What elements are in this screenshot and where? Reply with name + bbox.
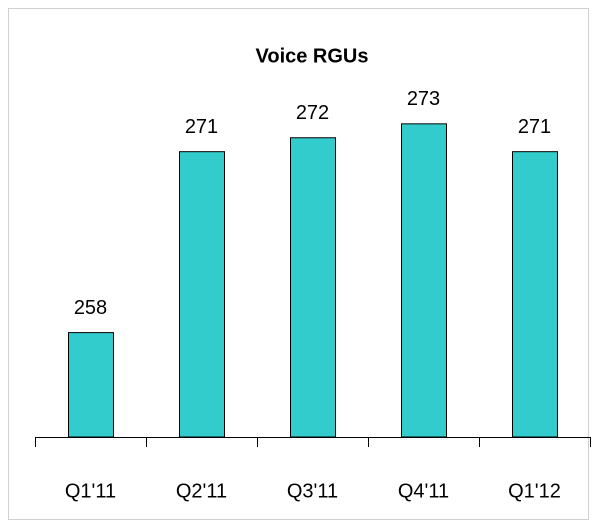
x-tick-label: Q2'11 bbox=[176, 480, 227, 502]
data-label: 258 bbox=[74, 297, 107, 319]
bar bbox=[68, 332, 114, 438]
bar bbox=[401, 123, 447, 438]
bar bbox=[179, 151, 225, 438]
bar bbox=[290, 137, 336, 438]
data-label: 273 bbox=[407, 88, 440, 110]
data-label: 271 bbox=[185, 116, 218, 138]
x-tick-label: Q1'11 bbox=[65, 480, 116, 502]
x-tick-label: Q3'11 bbox=[287, 480, 338, 502]
x-tick-label: Q1'12 bbox=[508, 480, 561, 502]
bar bbox=[512, 151, 558, 438]
chart-title: Voice RGUs bbox=[256, 45, 369, 67]
x-tick-label: Q4'11 bbox=[398, 480, 449, 502]
data-label: 272 bbox=[296, 102, 329, 124]
data-label: 271 bbox=[518, 116, 551, 138]
